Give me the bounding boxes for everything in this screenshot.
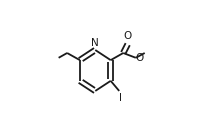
Text: O: O — [136, 53, 144, 63]
Text: O: O — [123, 31, 132, 41]
Text: N: N — [91, 39, 99, 48]
Text: I: I — [119, 93, 122, 103]
